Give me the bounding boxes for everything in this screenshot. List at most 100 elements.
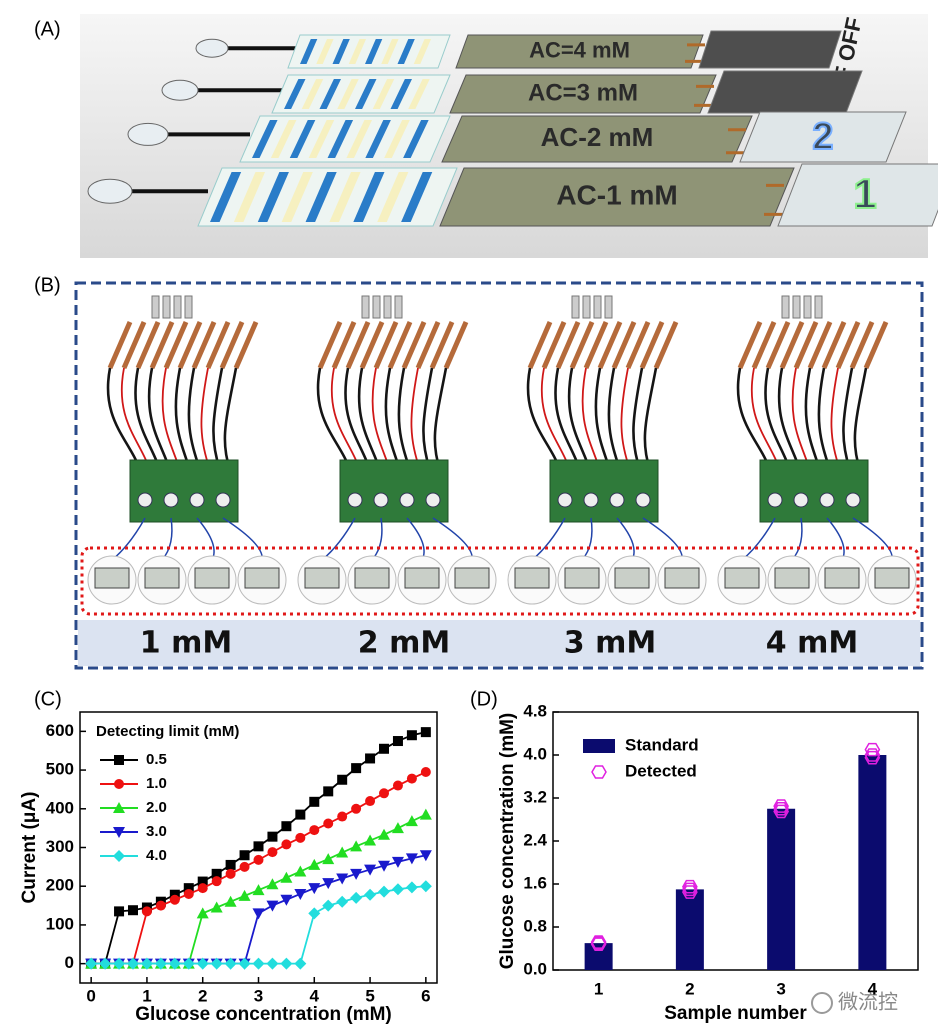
- clip: [639, 321, 665, 369]
- lcd: [614, 567, 650, 589]
- marker: [113, 802, 125, 813]
- marker: [183, 888, 194, 899]
- y-tick-label: 600: [46, 721, 74, 740]
- connector: [151, 295, 160, 319]
- marker: [113, 827, 125, 838]
- bar: [767, 808, 796, 970]
- electrode: [233, 172, 266, 222]
- y-tick-label: 1.6: [523, 873, 547, 892]
- cell-label: AC-1 mM: [556, 179, 677, 210]
- marker: [590, 937, 607, 952]
- droplet: [127, 122, 169, 146]
- series-line: [91, 885, 426, 965]
- clip: [149, 321, 175, 369]
- potentiometer: [399, 492, 415, 508]
- marker: [773, 799, 789, 813]
- lcd: [94, 567, 130, 589]
- connector: [593, 295, 602, 319]
- clip: [331, 321, 357, 369]
- connector: [582, 295, 591, 319]
- marker: [308, 883, 321, 895]
- marker: [364, 888, 377, 901]
- electrode: [284, 79, 306, 109]
- marker: [309, 796, 320, 807]
- display-box: [698, 30, 842, 69]
- electrode: [346, 120, 372, 158]
- clip: [443, 321, 469, 369]
- y-tick-label: 500: [46, 760, 74, 779]
- marker: [239, 850, 250, 861]
- marker: [350, 840, 363, 852]
- marker: [378, 828, 391, 840]
- y-axis-label: Current (μA): [19, 792, 40, 904]
- marker: [337, 811, 348, 822]
- electrode: [381, 39, 399, 64]
- legend-label: 3.0: [146, 823, 167, 840]
- electrode: [365, 120, 391, 158]
- display-digit: 2: [812, 116, 833, 158]
- clip: [121, 321, 147, 369]
- y-axis-label: Glucose concentration (mM): [497, 713, 518, 970]
- marker: [591, 765, 607, 779]
- y-tick-label: 300: [46, 837, 74, 856]
- marker: [379, 788, 390, 799]
- panel-letter: (C): [34, 688, 62, 710]
- marker: [773, 804, 789, 819]
- clip: [163, 321, 189, 369]
- marker: [99, 957, 112, 970]
- electrode: [372, 79, 395, 109]
- marker: [155, 900, 166, 911]
- electrode: [413, 39, 432, 64]
- marker: [196, 907, 209, 919]
- marker: [280, 894, 293, 906]
- lcd: [724, 567, 760, 589]
- electrode: [397, 39, 415, 64]
- lcd: [664, 567, 700, 589]
- legend-label: 4.0: [146, 847, 167, 864]
- lcd: [824, 567, 860, 589]
- marker: [336, 873, 349, 885]
- electrode: [329, 172, 361, 222]
- lcd: [144, 567, 180, 589]
- clip: [751, 321, 777, 369]
- marker: [183, 883, 194, 894]
- marker: [420, 767, 431, 778]
- clip: [401, 321, 427, 369]
- marker: [211, 868, 222, 879]
- marker: [419, 880, 432, 893]
- legend-swatch: [583, 739, 615, 753]
- clip: [359, 321, 385, 369]
- marker: [378, 885, 391, 898]
- clip: [135, 321, 161, 369]
- marker: [252, 884, 265, 896]
- marker: [391, 822, 404, 834]
- marker: [364, 864, 377, 876]
- clip: [625, 321, 651, 369]
- connector: [383, 295, 392, 319]
- electrode: [337, 79, 359, 109]
- electrode: [257, 172, 289, 222]
- marker: [351, 763, 362, 774]
- x-tick-label: 2: [685, 979, 694, 998]
- clip: [849, 321, 875, 369]
- droplet: [87, 178, 133, 204]
- marker: [238, 957, 251, 970]
- legend-label: Standard: [625, 735, 699, 754]
- marker: [197, 876, 208, 887]
- electrode: [308, 120, 335, 158]
- x-tick-label: 6: [421, 986, 430, 1005]
- concentration-label: 3 mM: [564, 626, 656, 661]
- marker: [238, 889, 251, 901]
- marker: [141, 906, 152, 917]
- electrode: [252, 120, 278, 158]
- cell-label: AC-2 mM: [541, 122, 654, 152]
- marker: [351, 803, 362, 814]
- panel-letter: (A): [34, 18, 61, 40]
- potentiometer: [215, 492, 231, 508]
- marker: [210, 957, 223, 970]
- marker: [405, 815, 418, 827]
- electrode: [300, 39, 318, 64]
- marker: [864, 742, 881, 757]
- connector: [184, 295, 193, 319]
- electrode: [305, 172, 337, 222]
